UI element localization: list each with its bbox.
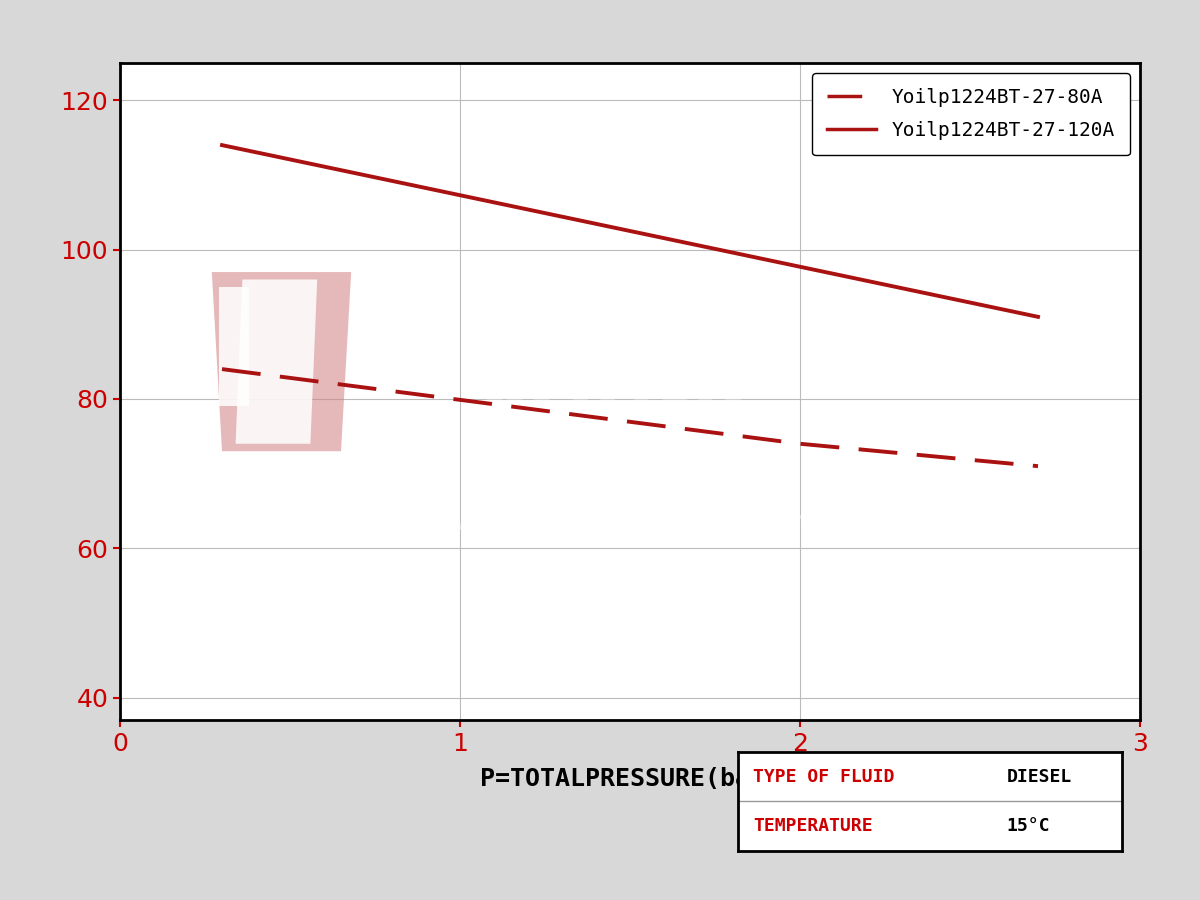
Polygon shape [212,272,352,451]
Text: YOUNG: YOUNG [478,381,784,454]
X-axis label: P=TOTALPRESSURE(bar): P=TOTALPRESSURE(bar) [480,767,780,791]
Text: DIESEL: DIESEL [1007,769,1072,787]
Text: www.everyoung-cn.com: www.everyoung-cn.com [452,510,808,536]
Text: TYPE OF FLUID: TYPE OF FLUID [754,769,895,787]
Polygon shape [218,287,250,407]
Text: EVFT: EVFT [522,289,738,363]
Legend: Yoilp1224BT-27-80A, Yoilp1224BT-27-120A: Yoilp1224BT-27-80A, Yoilp1224BT-27-120A [811,73,1130,156]
Text: TEMPERATURE: TEMPERATURE [754,817,872,835]
Polygon shape [235,280,317,444]
Text: 15°C: 15°C [1007,817,1050,835]
